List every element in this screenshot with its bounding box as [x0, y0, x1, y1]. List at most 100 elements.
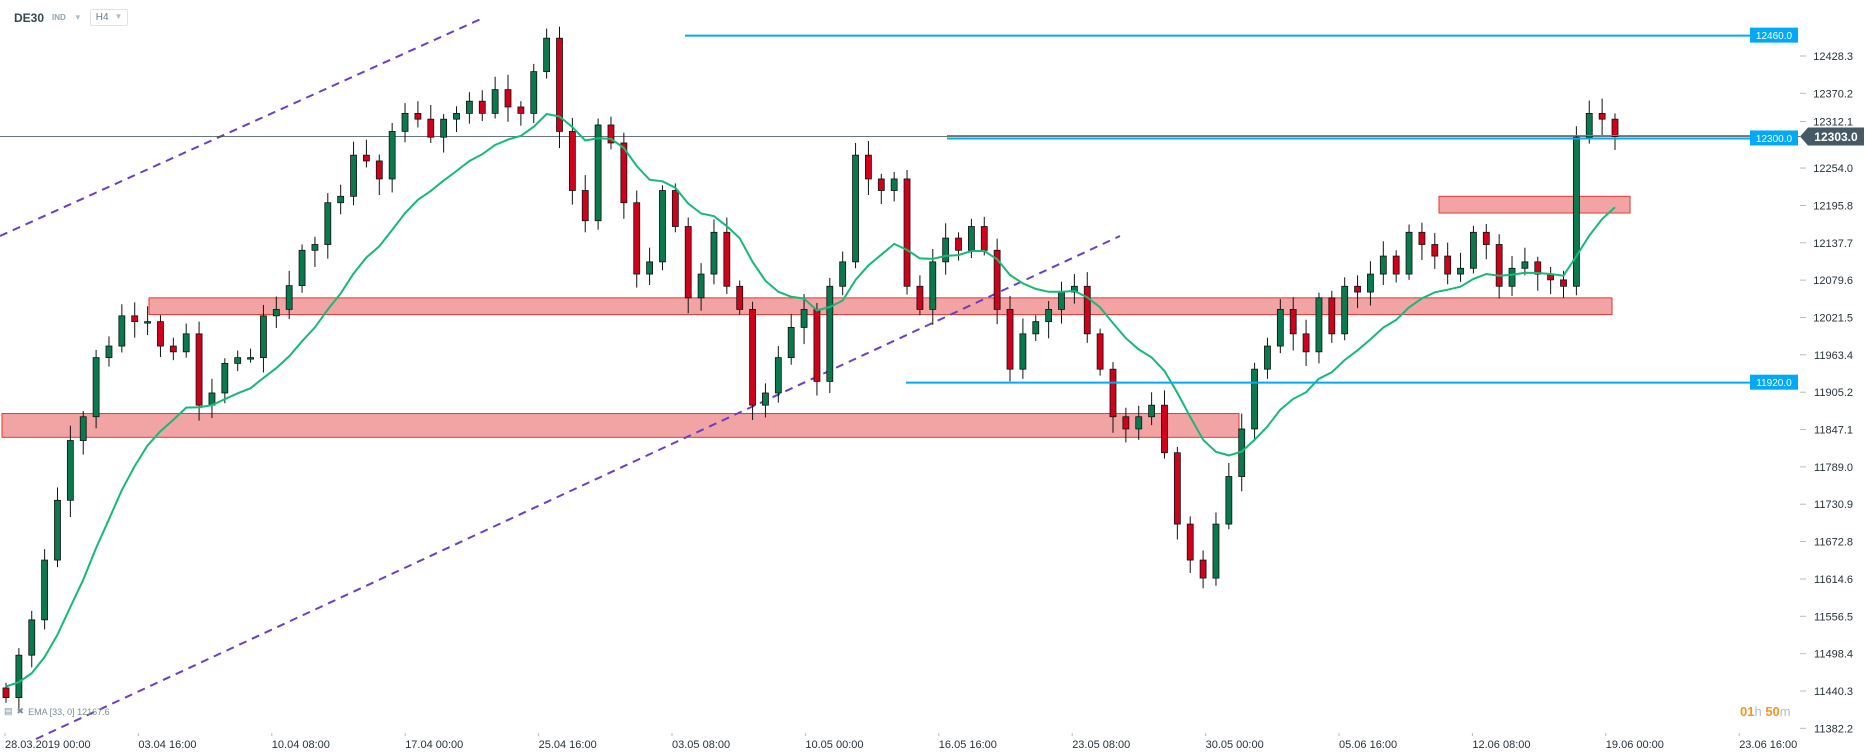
candle: [1109, 368, 1117, 418]
market-type: IND: [52, 13, 66, 22]
candle: [182, 333, 190, 353]
price-tick-label: 12195.8: [1813, 200, 1853, 212]
candle: [800, 309, 808, 328]
candle: [272, 309, 280, 317]
candle: [1367, 273, 1374, 293]
candle: [1598, 112, 1606, 120]
candle: [890, 178, 898, 191]
candle: [852, 154, 859, 263]
candle: [79, 416, 87, 441]
level-label: 11920.0: [1756, 378, 1792, 389]
close-icon[interactable]: ✖: [16, 706, 25, 716]
candle: [749, 309, 756, 406]
candle: [671, 190, 679, 227]
candle: [2, 687, 10, 699]
candle: [1006, 309, 1014, 370]
candle: [1379, 255, 1387, 275]
ema-line: [5, 112, 1616, 688]
price-tick-label: 11440.3: [1814, 686, 1853, 698]
level-badge: [1750, 130, 1798, 146]
candle: [337, 195, 345, 204]
candle: [298, 249, 306, 287]
candle: [517, 106, 525, 114]
candle: [826, 285, 834, 382]
candle: [388, 130, 396, 180]
chevron-down-icon[interactable]: ▼: [73, 13, 82, 22]
trend-line: [0, 17, 484, 237]
candle: [1585, 112, 1593, 138]
timeframe-value: H4: [95, 12, 109, 23]
price-tick-label: 11730.9: [1814, 499, 1853, 511]
candle: [427, 118, 435, 138]
candle: [633, 202, 641, 275]
candle: [1508, 267, 1516, 287]
candle: [1276, 309, 1284, 347]
candle: [92, 357, 100, 418]
trend-line: [35, 235, 1121, 740]
price-tick-label: 11556.5: [1814, 611, 1853, 623]
candle: [157, 321, 164, 347]
candle: [556, 37, 563, 132]
candle: [865, 154, 872, 180]
candle: [350, 154, 357, 197]
candle: [440, 118, 448, 138]
candle: [1418, 231, 1426, 245]
candle: [543, 37, 551, 73]
time-tick-label: 05.06 16:00: [1339, 739, 1397, 751]
ema-label: EMA [33, 0] 12167.6: [28, 706, 110, 717]
countdown-hours: 01: [1740, 704, 1755, 719]
settings-icon[interactable]: ▤: [4, 706, 13, 716]
candle: [1457, 267, 1464, 275]
timeframe-select[interactable]: H4 ▼: [89, 9, 129, 26]
candle: [980, 226, 988, 251]
candle: [41, 559, 49, 621]
candle: [684, 226, 692, 299]
candle: [929, 261, 937, 310]
candle: [1161, 404, 1168, 454]
candle: [465, 100, 473, 114]
time-tick-label: 10.04 08:00: [272, 739, 330, 751]
candle: [1212, 523, 1220, 579]
candle: [1264, 345, 1271, 370]
last-price-label: 12303.0: [1814, 130, 1858, 144]
candle: [1341, 285, 1349, 335]
candle: [1495, 244, 1503, 287]
candle: [1058, 291, 1065, 310]
sr-zone: [1438, 195, 1631, 214]
level-label: 12460.0: [1756, 31, 1793, 42]
sr-zone: [148, 297, 1613, 316]
candle: [1096, 333, 1104, 370]
time-tick-label: 30.05 00:00: [1206, 739, 1264, 751]
price-tick-label: 12079.6: [1813, 275, 1853, 287]
price-tick-label: 12254.0: [1813, 163, 1853, 175]
candle: [118, 315, 126, 347]
candle: [1405, 231, 1413, 275]
time-tick-label: 23.05 08:00: [1072, 739, 1130, 751]
candle: [581, 190, 589, 222]
level-label: 12300.0: [1756, 134, 1793, 145]
candle: [28, 619, 36, 656]
candle: [762, 392, 769, 406]
candle: [453, 112, 460, 120]
candle: [491, 89, 499, 114]
candle: [1521, 261, 1529, 269]
candle: [813, 309, 821, 382]
candle: [144, 321, 151, 324]
candle: [311, 244, 319, 251]
candle: [1135, 416, 1143, 430]
level-badge: [1750, 27, 1798, 43]
candle: [839, 261, 847, 287]
indicator-legend: ▤ ✖ EMA [33, 0] 12167.6: [4, 706, 110, 717]
candle: [787, 327, 795, 359]
price-tick-label: 11672.8: [1814, 537, 1853, 549]
candle: [401, 112, 409, 132]
candle: [877, 178, 885, 191]
sr-zone: [1, 413, 1240, 438]
countdown-h: h: [1754, 704, 1762, 719]
candle: [659, 190, 666, 263]
candle: [195, 333, 203, 406]
candle: [916, 285, 924, 310]
candle: [324, 202, 332, 245]
price-tick-label: 11614.6: [1814, 574, 1853, 586]
